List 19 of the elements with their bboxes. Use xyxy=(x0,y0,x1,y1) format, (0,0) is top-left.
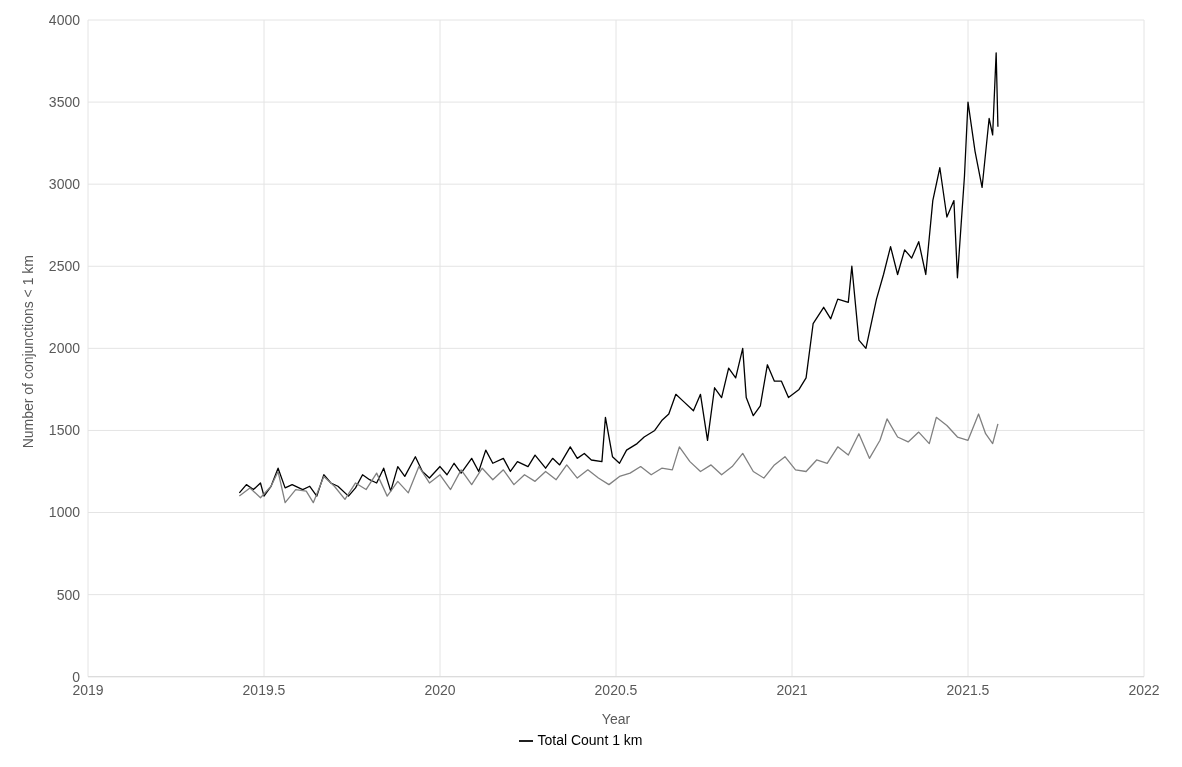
x-tick-label: 2020 xyxy=(424,681,456,698)
line-series xyxy=(238,413,999,504)
y-tick-label: 1500 xyxy=(48,422,81,439)
y-axis-title: Number of conjunctions < 1 km xyxy=(19,254,36,449)
y-tick-label: 2000 xyxy=(48,340,81,357)
y-tick-label: 3000 xyxy=(48,176,81,193)
x-tick-label: 2020.5 xyxy=(594,681,638,698)
legend-label: Total Count 1 km xyxy=(537,731,643,748)
x-tick-label: 2021 xyxy=(776,681,808,698)
y-tick-label: 3500 xyxy=(48,94,81,111)
line-series xyxy=(238,52,999,497)
x-axis-title: Year xyxy=(601,710,631,727)
x-tick-label: 2021.5 xyxy=(946,681,990,698)
y-tick-label: 1000 xyxy=(48,504,81,521)
y-tick-label: 500 xyxy=(56,586,81,603)
x-tick-label: 2019.5 xyxy=(242,681,286,698)
x-tick-label: 2022 xyxy=(1128,681,1160,698)
y-tick-label: 4000 xyxy=(48,11,81,28)
y-tick-label: 2500 xyxy=(48,258,81,275)
